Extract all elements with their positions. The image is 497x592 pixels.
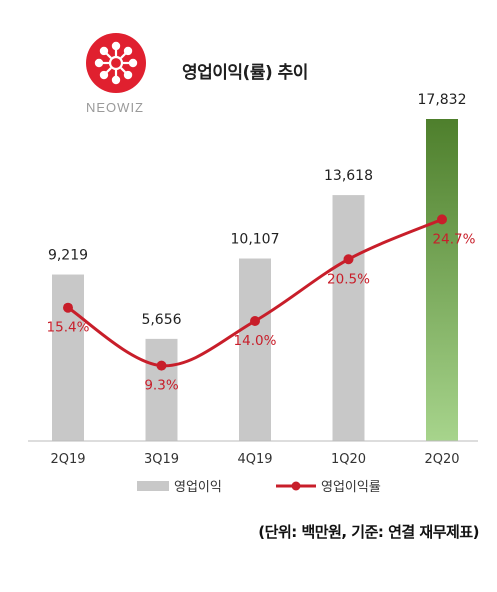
logo-spoke <box>120 50 129 59</box>
line-point <box>343 254 354 265</box>
bar-1Q20 <box>332 195 365 441</box>
logo-spoke <box>103 50 112 59</box>
x-axis-ticks: 2Q19 3Q19 4Q19 1Q20 2Q20 <box>50 452 459 467</box>
legend-bar-swatch <box>137 481 169 491</box>
x-tick-label: 4Q19 <box>237 452 272 467</box>
bar-value-label: 5,656 <box>141 312 181 328</box>
line-series: 15.4% 9.3% 14.0% 20.5% 24.7% <box>47 214 476 394</box>
legend-bar-label: 영업이익 <box>174 480 222 495</box>
bar-3Q19 <box>145 338 178 441</box>
line-value-label: 9.3% <box>144 378 178 394</box>
bar-value-label: 10,107 <box>231 231 280 247</box>
logo-snowflake-mark <box>94 41 138 85</box>
line-point <box>437 214 447 225</box>
line-value-label: 24.7% <box>433 231 476 247</box>
bar-4Q19 <box>239 258 271 441</box>
neowiz-logo <box>86 33 146 93</box>
logo-center <box>108 55 124 71</box>
legend-line-marker <box>291 481 301 491</box>
bar-value-label: 9,219 <box>48 248 88 264</box>
line-point <box>156 360 167 371</box>
bar-2Q19 <box>52 274 84 441</box>
logo-spoke <box>120 67 129 76</box>
line-value-label: 15.4% <box>47 320 90 336</box>
logo-spoke <box>103 67 112 76</box>
legend: 영업이익 영업이익률 <box>137 480 381 495</box>
x-tick-label: 2Q19 <box>50 452 85 467</box>
line-point <box>63 302 73 313</box>
bar-value-label: 13,618 <box>324 168 373 184</box>
brand-name: NEOWIZ <box>86 100 144 115</box>
bar-2Q20 <box>426 119 458 441</box>
line-point <box>250 316 260 326</box>
x-tick-label: 1Q20 <box>331 452 366 467</box>
x-tick-label: 2Q20 <box>424 452 459 467</box>
logo-circle <box>86 33 146 93</box>
chart-title: 영업이익(률) 추이 <box>182 63 308 83</box>
line-value-label: 14.0% <box>234 333 277 349</box>
legend-line-label: 영업이익률 <box>321 480 381 495</box>
line-value-label: 20.5% <box>327 271 370 287</box>
x-tick-label: 3Q19 <box>144 452 179 467</box>
unit-note: (단위: 백만원, 기준: 연결 재무제표) <box>258 523 479 541</box>
bar-series: 9,219 5,656 10,107 13,618 17,832 <box>48 92 467 441</box>
bar-value-label: 17,832 <box>418 92 467 108</box>
